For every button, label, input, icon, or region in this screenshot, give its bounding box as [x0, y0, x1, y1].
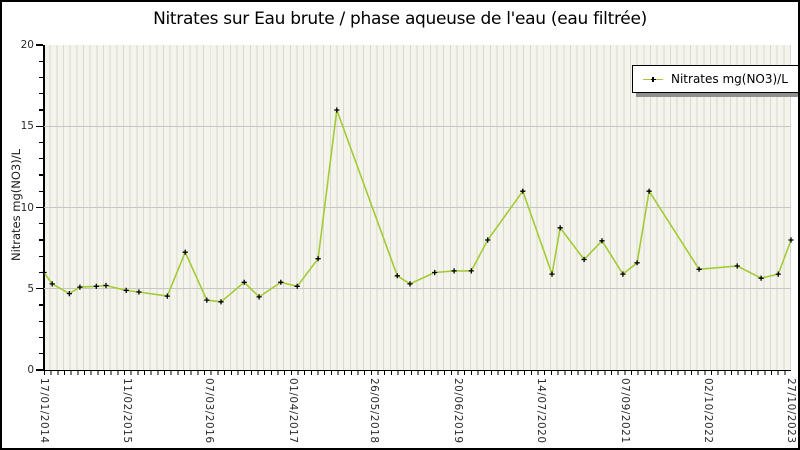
x-tick-label: 02/10/2022 [702, 378, 715, 444]
y-tick [39, 223, 43, 225]
y-tick [39, 158, 43, 160]
y-tick [36, 369, 43, 371]
gridline [44, 125, 791, 127]
x-tick-label: 20/06/2019 [451, 378, 464, 444]
plot-area: 0 5 10 15 20 17/01/2014 11/02/2015 07/03/2016 01… [21, 39, 797, 444]
y-tick [36, 288, 43, 290]
y-tick [39, 174, 43, 176]
y-tick-label: 15 [20, 120, 34, 133]
y-tick [39, 109, 43, 111]
y-tick [39, 76, 43, 79]
y-tick [39, 93, 43, 95]
y-tick [36, 44, 43, 46]
legend: Nitrates mg(NO3)/L [632, 65, 798, 93]
x-tick-label: 11/02/2015 [120, 378, 133, 444]
x-tick-label: 07/03/2016 [203, 378, 216, 444]
y-tick-label: 20 [20, 39, 34, 51]
x-tick-label: 01/04/2017 [286, 378, 299, 444]
y-axis-line [43, 45, 45, 370]
y-tick [39, 320, 43, 322]
y-tick [39, 190, 43, 192]
y-tick [39, 336, 43, 339]
y-tick-label: 0 [27, 364, 34, 376]
x-tick-label: 27/10/2023 [785, 378, 797, 444]
x-tick-label: 14/07/2020 [534, 378, 547, 444]
x-axis-minor-ticks [44, 370, 791, 375]
y-tick [36, 206, 43, 209]
y-tick [39, 353, 43, 355]
x-tick-label: 17/01/2014 [38, 378, 50, 444]
x-tick-label: 07/09/2021 [619, 378, 632, 444]
y-tick-label: 10 [20, 201, 34, 214]
y-tick [39, 304, 43, 306]
gridline [44, 288, 791, 290]
y-tick [39, 60, 43, 62]
legend-label: Nitrates mg(NO3)/L [671, 72, 788, 86]
y-tick [39, 239, 43, 241]
chart-title: Nitrates sur Eau brute / phase aqueuse d… [153, 9, 647, 29]
y-tick-label: 5 [27, 282, 34, 295]
y-tick [39, 255, 43, 257]
y-tick [36, 125, 43, 127]
y-tick [39, 271, 43, 274]
x-tick-label: 26/05/2018 [368, 378, 381, 444]
data-series [41, 107, 794, 305]
data-point-markers [41, 107, 794, 305]
y-tick [39, 141, 43, 144]
legend-marker-icon [643, 75, 663, 84]
gridline [44, 207, 791, 208]
